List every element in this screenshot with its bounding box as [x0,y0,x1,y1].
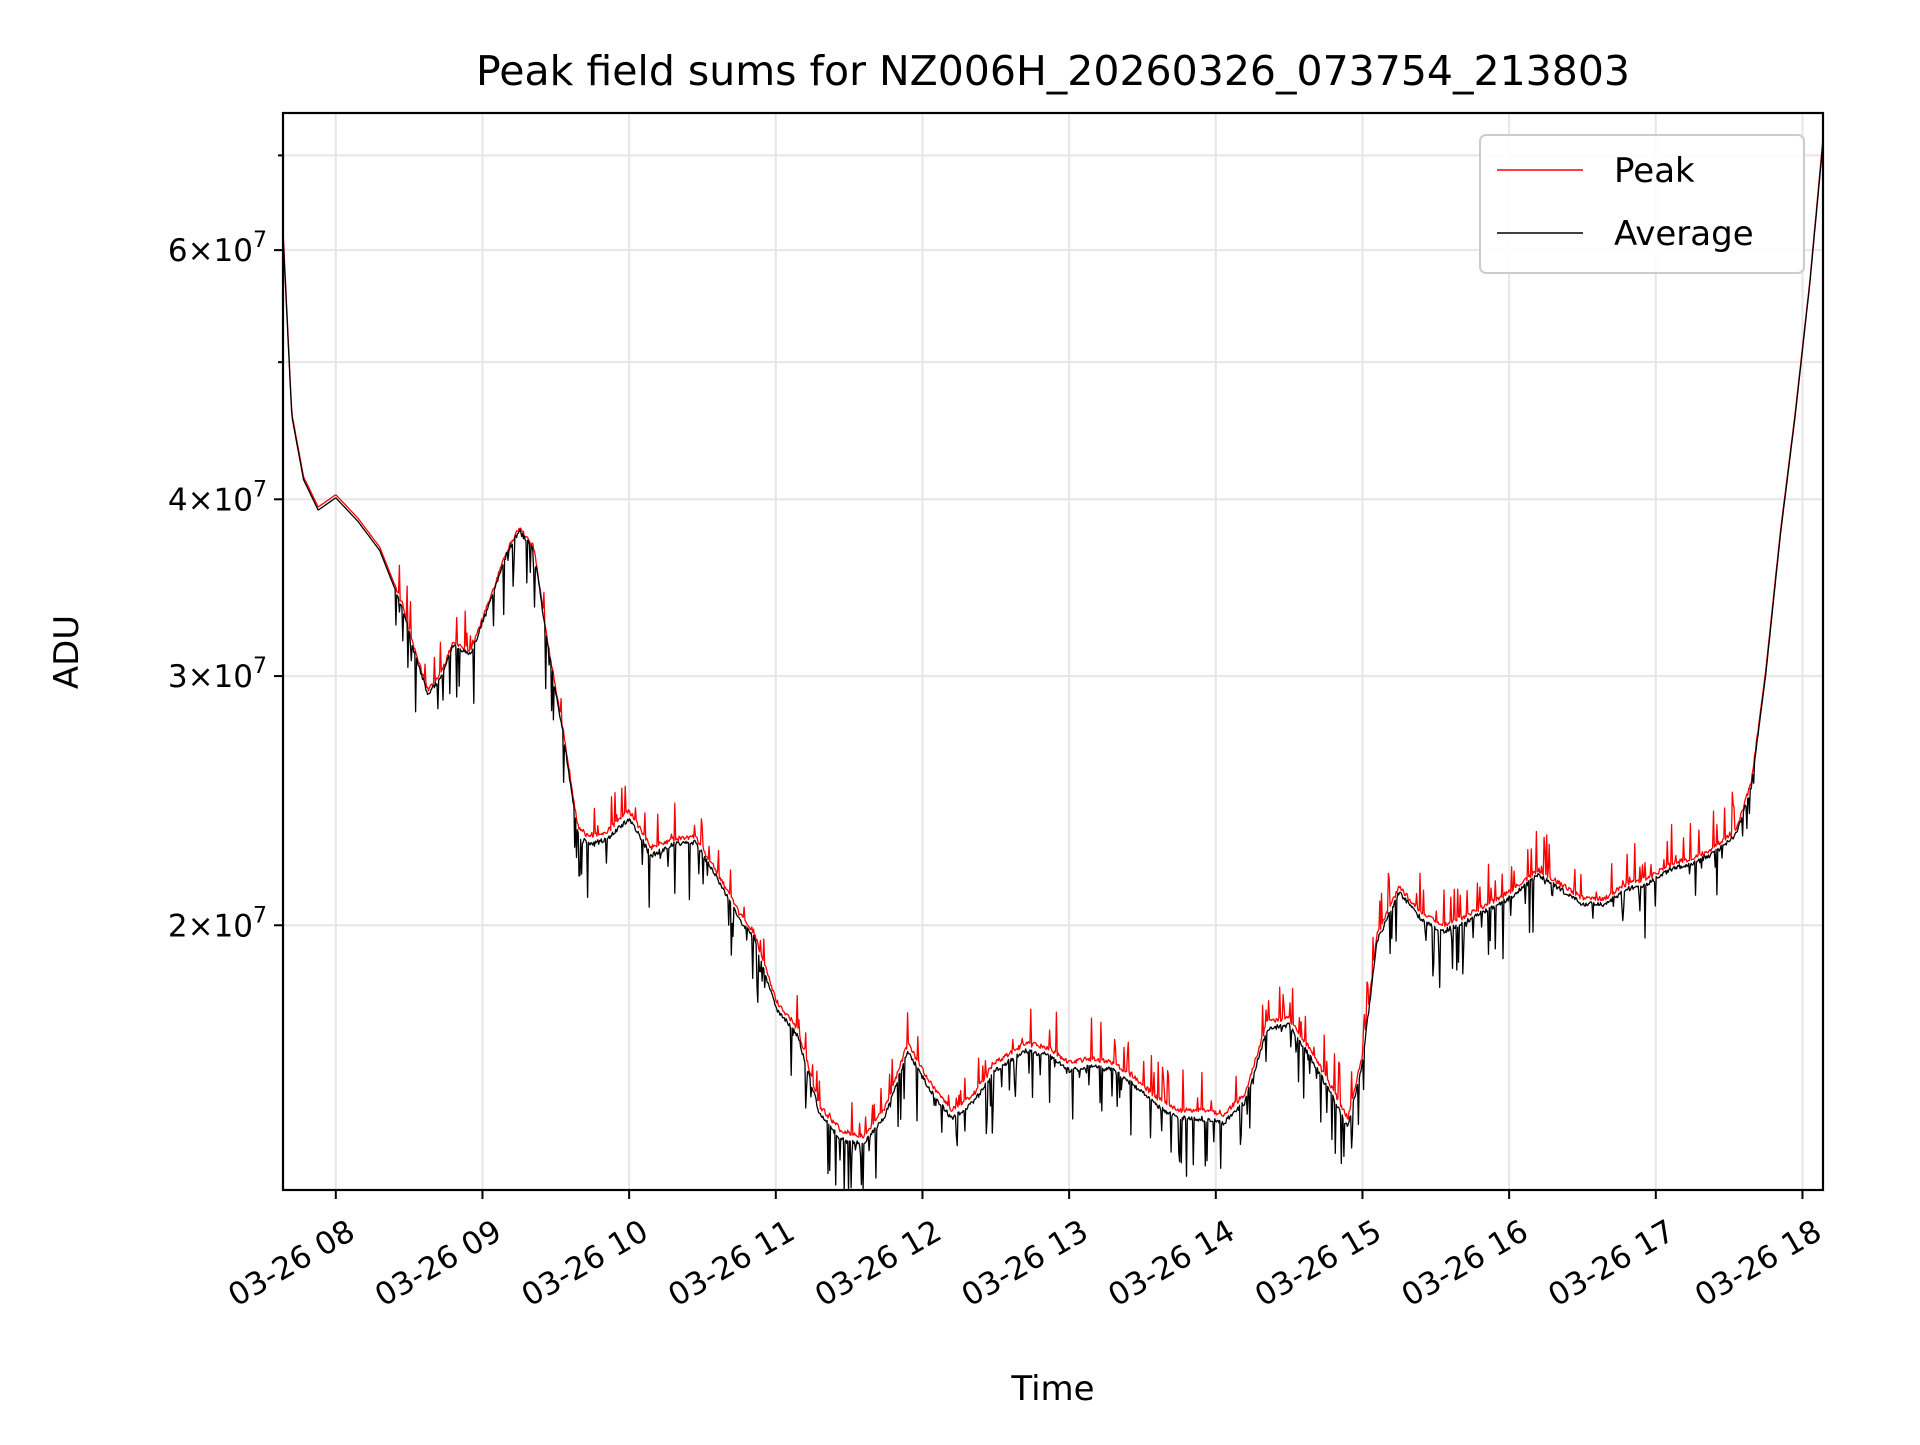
x-axis-label: Time [1010,1369,1094,1409]
plot-frame [281,111,1825,1192]
legend-average-label: Average [1614,214,1754,254]
x-tick-label: 03-26 11 [662,1213,801,1314]
x-tick-label: 03-26 18 [1689,1213,1828,1314]
y-axis: 2×107 3×107 4×107 6×107 [168,154,283,944]
y-tick-label: 3×107 [168,654,267,695]
series-peak-line [282,138,1824,1139]
x-tick-label: 03-26 14 [1102,1213,1241,1314]
y-axis-label: ADU [47,615,87,689]
y-tick-label: 4×107 [168,477,267,518]
y-tick-label: 6×107 [168,228,267,269]
x-tick-label: 03-26 12 [809,1213,948,1314]
x-tick-label: 03-26 17 [1542,1213,1681,1314]
x-axis: 03-26 08 03-26 09 03-26 10 03-26 11 03-26 12… [222,1190,1828,1314]
series-layer [282,138,1824,1191]
x-tick-label: 03-26 08 [222,1213,361,1314]
x-tick-label: 03-26 13 [956,1213,1095,1314]
y-tick-label: 2×107 [168,903,267,944]
series-average-line [282,142,1824,1191]
legend: Peak Average [1479,134,1805,274]
legend-peak-label: Peak [1614,151,1695,191]
x-tick-label: 03-26 10 [516,1213,655,1314]
x-tick-label: 03-26 16 [1396,1213,1535,1314]
chart-title: Peak field sums for NZ006H_20260326_0737… [476,47,1630,95]
grid-layer [283,113,1823,1190]
x-tick-label: 03-26 15 [1249,1213,1388,1314]
x-tick-label: 03-26 09 [369,1213,508,1314]
